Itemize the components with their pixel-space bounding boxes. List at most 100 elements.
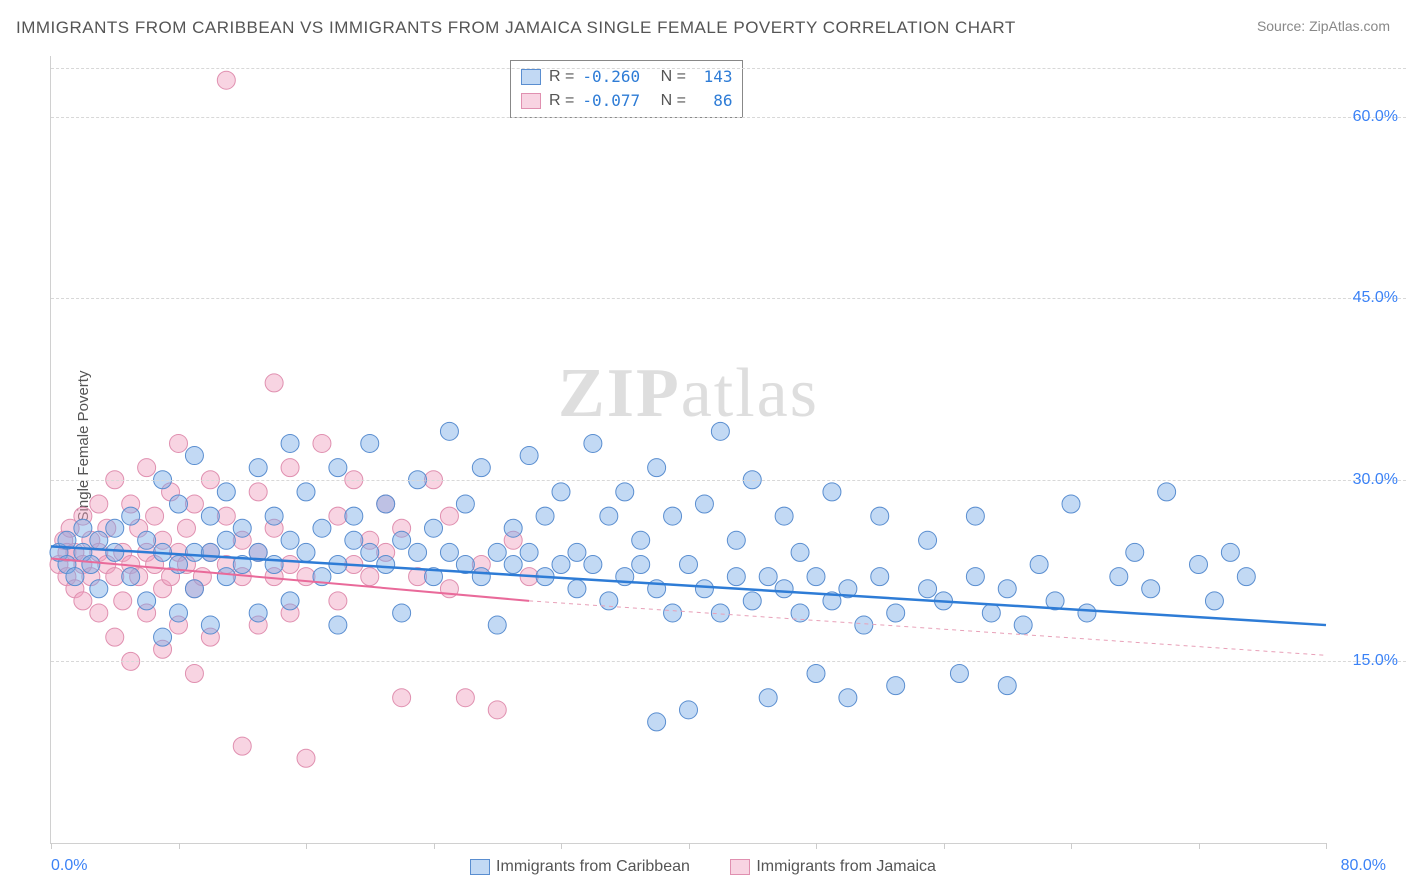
point-blue [249, 604, 267, 622]
source-credit: Source: ZipAtlas.com [1257, 18, 1390, 34]
x-tick [1199, 843, 1200, 849]
point-blue [138, 592, 156, 610]
plot-area: ZIPatlas R = -0.260 N = 143 R = -0.077 N… [50, 56, 1326, 844]
point-pink [281, 459, 299, 477]
point-blue [966, 568, 984, 586]
point-blue [743, 592, 761, 610]
point-pink [90, 604, 108, 622]
point-blue [711, 604, 729, 622]
point-blue [632, 531, 650, 549]
point-blue [281, 531, 299, 549]
point-blue [377, 556, 395, 574]
legend-item-blue: Immigrants from Caribbean [470, 858, 690, 876]
point-blue [345, 531, 363, 549]
point-pink [488, 701, 506, 719]
point-blue [727, 568, 745, 586]
point-blue [823, 483, 841, 501]
point-blue [855, 616, 873, 634]
point-blue [185, 447, 203, 465]
point-blue [600, 507, 618, 525]
point-blue [488, 616, 506, 634]
point-blue [680, 556, 698, 574]
gridline [51, 117, 1406, 118]
point-blue [1014, 616, 1032, 634]
gridline [51, 661, 1406, 662]
x-tick [561, 843, 562, 849]
point-pink [249, 483, 267, 501]
point-blue [201, 543, 219, 561]
point-blue [807, 568, 825, 586]
point-blue [680, 701, 698, 719]
point-blue [185, 580, 203, 598]
point-pink [440, 507, 458, 525]
bottom-legend: Immigrants from Caribbean Immigrants fro… [0, 858, 1406, 880]
point-blue [90, 531, 108, 549]
point-blue [504, 556, 522, 574]
point-blue [871, 568, 889, 586]
y-tick-label: 45.0% [1353, 289, 1398, 307]
point-blue [66, 568, 84, 586]
point-blue [297, 483, 315, 501]
legend-swatch-blue-icon [470, 859, 490, 875]
gridline [51, 480, 1406, 481]
point-blue [472, 459, 490, 477]
y-tick-label: 60.0% [1353, 108, 1398, 126]
point-blue [138, 531, 156, 549]
x-tick [816, 843, 817, 849]
point-blue [1110, 568, 1128, 586]
point-blue [648, 713, 666, 731]
point-blue [313, 519, 331, 537]
point-pink [329, 592, 347, 610]
point-blue [775, 507, 793, 525]
point-blue [122, 568, 140, 586]
point-blue [966, 507, 984, 525]
point-blue [998, 580, 1016, 598]
point-blue [106, 543, 124, 561]
point-blue [1237, 568, 1255, 586]
point-blue [552, 483, 570, 501]
point-blue [82, 556, 100, 574]
x-tick [944, 843, 945, 849]
point-blue [1062, 495, 1080, 513]
point-pink [217, 507, 235, 525]
point-pink [329, 507, 347, 525]
point-pink [74, 592, 92, 610]
gridline [51, 68, 1406, 69]
point-blue [1221, 543, 1239, 561]
point-blue [504, 519, 522, 537]
point-blue [472, 568, 490, 586]
point-blue [361, 434, 379, 452]
point-blue [456, 495, 474, 513]
point-blue [265, 556, 283, 574]
legend-swatch-pink-icon [730, 859, 750, 875]
point-blue [1158, 483, 1176, 501]
point-pink [106, 568, 124, 586]
point-blue [887, 677, 905, 695]
point-blue [568, 543, 586, 561]
point-pink [177, 519, 195, 537]
scatter-svg [51, 56, 1326, 843]
x-tick [1071, 843, 1072, 849]
point-blue [711, 422, 729, 440]
point-blue [425, 519, 443, 537]
point-pink [146, 507, 164, 525]
point-blue [616, 483, 634, 501]
point-blue [568, 580, 586, 598]
point-blue [440, 543, 458, 561]
point-blue [536, 507, 554, 525]
point-blue [600, 592, 618, 610]
point-blue [201, 507, 219, 525]
point-blue [1142, 580, 1160, 598]
point-blue [664, 604, 682, 622]
y-tick-label: 15.0% [1353, 652, 1398, 670]
point-blue [393, 531, 411, 549]
point-pink [170, 434, 188, 452]
trendline-pink-dash [529, 601, 1326, 655]
point-blue [520, 447, 538, 465]
point-blue [377, 495, 395, 513]
point-blue [488, 543, 506, 561]
point-pink [313, 434, 331, 452]
x-tick [1326, 843, 1327, 849]
point-blue [170, 604, 188, 622]
point-pink [281, 556, 299, 574]
